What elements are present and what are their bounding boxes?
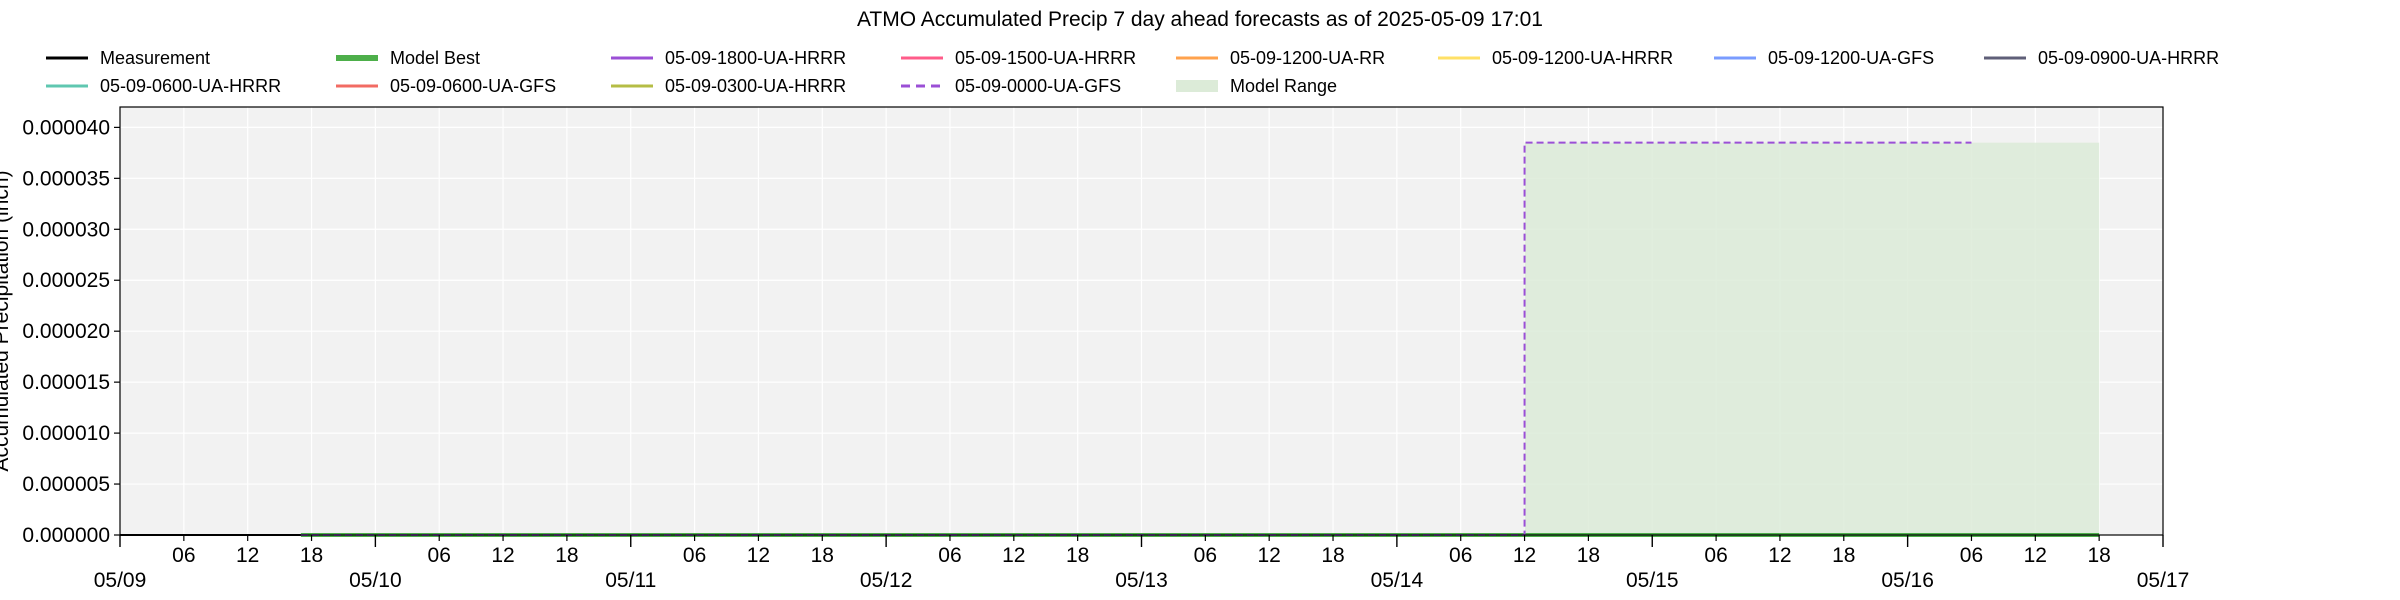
legend-swatch [611, 56, 653, 60]
x-minor-tick-label: 18 [811, 544, 834, 567]
x-major-tick-label: 05/10 [349, 569, 402, 592]
legend-swatch [46, 56, 88, 60]
x-minor-tick-label: 12 [1002, 544, 1025, 567]
legend-item: Model Range [1174, 72, 1337, 100]
legend-label: 05-09-1200-UA-RR [1230, 47, 1386, 68]
legend-label: 05-09-1200-UA-GFS [1768, 47, 1935, 68]
x-minor-tick-label: 06 [1449, 544, 1472, 567]
legend-item: 05-09-0000-UA-GFS [899, 72, 1121, 100]
legend-swatch [901, 84, 943, 88]
legend-item: 05-09-0600-UA-HRRR [44, 72, 281, 100]
x-major-tick-label: 05/14 [1371, 569, 1424, 592]
legend: Measurement Model Best 05-09-1800-UA-HRRR 0… [44, 44, 2344, 100]
x-minor-tick-label: 18 [1577, 544, 1600, 567]
legend-label: Measurement [100, 47, 211, 68]
legend-item: Model Best [334, 44, 480, 72]
x-minor-tick-label: 12 [2024, 544, 2047, 567]
legend-item: 05-09-1500-UA-HRRR [899, 44, 1136, 72]
legend-label: Model Best [390, 47, 481, 68]
x-major-tick-label: 05/16 [1881, 569, 1934, 592]
legend-swatch [336, 84, 378, 88]
y-tick-label: 0.000020 [22, 320, 110, 343]
legend-item: 05-09-1200-UA-GFS [1712, 44, 1934, 72]
legend-item: 05-09-1200-UA-HRRR [1436, 44, 1673, 72]
x-major-tick-label: 05/09 [94, 569, 147, 592]
x-minor-tick-label: 18 [1832, 544, 1855, 567]
legend-swatch [1714, 56, 1756, 60]
x-major-tick-label: 05/13 [1115, 569, 1168, 592]
legend-item: 05-09-1800-UA-HRRR [609, 44, 846, 72]
x-minor-tick-label: 12 [1513, 544, 1536, 567]
x-minor-tick-label: 12 [1768, 544, 1791, 567]
legend-label: 05-09-1500-UA-HRRR [955, 47, 1137, 68]
legend-swatch [1438, 56, 1480, 60]
legend-label: Model Range [1230, 75, 1338, 96]
x-minor-tick-label: 06 [938, 544, 961, 567]
x-minor-tick-label: 18 [2087, 544, 2110, 567]
legend-label: 05-09-0600-UA-GFS [390, 75, 557, 96]
y-tick-label: 0.000040 [22, 116, 110, 139]
x-minor-tick-label: 12 [1258, 544, 1281, 567]
legend-label: 05-09-0600-UA-HRRR [100, 75, 282, 96]
legend-swatch [611, 84, 653, 88]
legend-swatch [1176, 56, 1218, 60]
x-minor-tick-label: 18 [555, 544, 578, 567]
x-minor-tick-label: 18 [1066, 544, 1089, 567]
legend-label: 05-09-1200-UA-HRRR [1492, 47, 1674, 68]
x-minor-tick-label: 18 [1321, 544, 1344, 567]
legend-swatch [1984, 56, 2026, 60]
x-minor-tick-label: 12 [491, 544, 514, 567]
y-tick-label: 0.000025 [22, 269, 110, 292]
legend-item: 05-09-1200-UA-RR [1174, 44, 1385, 72]
legend-label: 05-09-0000-UA-GFS [955, 75, 1122, 96]
x-minor-tick-label: 06 [683, 544, 706, 567]
x-minor-tick-label: 12 [747, 544, 770, 567]
x-minor-tick-label: 06 [1960, 544, 1983, 567]
y-tick-label: 0.000030 [22, 218, 110, 241]
legend-label: 05-09-1800-UA-HRRR [665, 47, 847, 68]
y-tick-label: 0.000035 [22, 167, 110, 190]
y-tick-label: 0.000005 [22, 473, 110, 496]
legend-swatch [336, 55, 378, 61]
x-major-tick-label: 05/11 [605, 569, 656, 592]
legend-label: 05-09-0300-UA-HRRR [665, 75, 847, 96]
legend-swatch [46, 84, 88, 88]
y-axis-label: Accumulated Precipitation (inch) [0, 170, 13, 471]
legend-swatch [901, 56, 943, 60]
legend-label: 05-09-0900-UA-HRRR [2038, 47, 2220, 68]
y-tick-label: 0.000000 [22, 524, 110, 547]
legend-swatch [1176, 80, 1218, 92]
legend-item: 05-09-0300-UA-HRRR [609, 72, 846, 100]
x-major-tick-label: 05/17 [2137, 569, 2190, 592]
x-minor-tick-label: 06 [428, 544, 451, 567]
x-minor-tick-label: 06 [1194, 544, 1217, 567]
x-minor-tick-label: 06 [172, 544, 195, 567]
y-tick-label: 0.000010 [22, 422, 110, 445]
legend-item: 05-09-0900-UA-HRRR [1982, 44, 2219, 72]
x-minor-tick-label: 12 [236, 544, 259, 567]
model-range-area [1524, 142, 2100, 535]
chart-title: ATMO Accumulated Precip 7 day ahead fore… [856, 8, 1543, 31]
x-major-tick-label: 05/12 [860, 569, 913, 592]
x-major-tick-label: 05/15 [1626, 569, 1679, 592]
legend-item: 05-09-0600-UA-GFS [334, 72, 556, 100]
x-minor-tick-label: 06 [1704, 544, 1727, 567]
legend-item: Measurement [44, 44, 210, 72]
x-minor-tick-label: 18 [300, 544, 323, 567]
y-tick-label: 0.000015 [22, 371, 110, 394]
